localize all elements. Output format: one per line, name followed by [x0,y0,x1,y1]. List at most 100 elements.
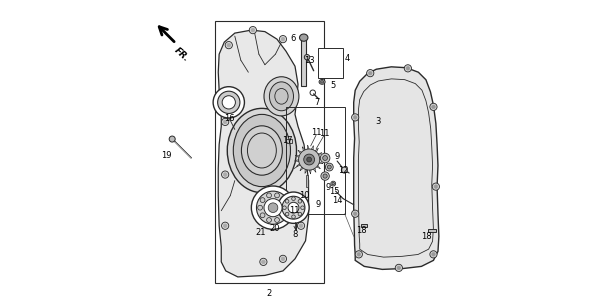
Bar [360,224,367,227]
Text: 7: 7 [314,98,319,107]
Text: 16: 16 [224,114,235,123]
Bar [286,139,291,143]
Text: 4: 4 [344,54,349,63]
Polygon shape [305,169,307,173]
Circle shape [297,222,304,229]
Circle shape [406,67,409,70]
Circle shape [281,37,285,41]
Circle shape [222,118,229,126]
Circle shape [352,114,359,121]
Polygon shape [298,150,301,154]
Text: 20: 20 [269,224,280,233]
Ellipse shape [218,91,240,113]
Circle shape [291,215,296,219]
Circle shape [261,260,265,264]
Circle shape [298,200,301,203]
Circle shape [274,193,280,198]
Polygon shape [300,167,303,171]
Circle shape [301,206,304,209]
Circle shape [260,213,265,218]
Circle shape [274,218,280,222]
Polygon shape [353,67,439,269]
Ellipse shape [222,96,235,109]
Ellipse shape [264,199,282,217]
Polygon shape [313,168,316,172]
Polygon shape [218,30,309,277]
Circle shape [331,181,336,186]
Circle shape [432,183,440,190]
Ellipse shape [241,126,283,175]
Circle shape [279,36,287,43]
Ellipse shape [251,186,294,229]
Circle shape [281,257,285,261]
Text: 5: 5 [330,81,335,90]
Ellipse shape [282,196,305,219]
Text: 9: 9 [334,152,339,161]
Circle shape [260,258,267,265]
Polygon shape [296,163,300,166]
Ellipse shape [264,77,299,116]
Circle shape [432,105,435,109]
Text: 2: 2 [267,289,272,298]
Circle shape [283,206,286,209]
Circle shape [434,185,438,188]
Polygon shape [309,170,311,174]
Circle shape [397,266,401,270]
Text: 10: 10 [299,191,309,200]
Ellipse shape [268,203,278,213]
Circle shape [169,136,175,142]
Text: 17: 17 [283,136,293,145]
Circle shape [281,198,286,203]
Text: 9: 9 [316,200,321,209]
Circle shape [395,264,402,272]
Circle shape [222,222,229,229]
Text: 12: 12 [338,166,349,175]
Circle shape [286,200,289,203]
Circle shape [327,165,331,169]
Ellipse shape [257,191,290,224]
Circle shape [267,193,271,198]
Ellipse shape [299,149,320,170]
Text: 19: 19 [161,151,172,160]
Circle shape [291,197,296,200]
Circle shape [342,167,348,173]
Ellipse shape [319,79,325,84]
Circle shape [353,116,357,119]
Circle shape [430,251,437,258]
Circle shape [258,205,263,210]
Circle shape [281,213,286,218]
Polygon shape [315,148,319,152]
Polygon shape [295,160,299,162]
Text: 3: 3 [375,117,381,126]
Circle shape [353,212,357,216]
Circle shape [352,210,359,217]
Polygon shape [319,157,323,160]
Text: 9: 9 [325,183,330,192]
Ellipse shape [300,34,308,41]
Text: 11: 11 [312,128,322,137]
Circle shape [355,251,362,258]
Text: 18: 18 [356,226,367,235]
Circle shape [304,54,310,60]
Ellipse shape [304,154,314,165]
Circle shape [299,224,303,228]
Text: 21: 21 [255,228,266,237]
Ellipse shape [233,114,290,187]
Polygon shape [307,145,309,149]
Polygon shape [319,162,323,164]
Circle shape [284,205,289,210]
Text: 15: 15 [329,187,339,196]
Text: 6: 6 [290,34,296,43]
Circle shape [321,172,329,180]
Ellipse shape [213,87,244,118]
Polygon shape [311,146,313,150]
Bar [215,21,323,283]
Circle shape [222,171,229,178]
Circle shape [279,255,287,262]
Circle shape [404,65,411,72]
Circle shape [320,153,330,163]
Text: 14: 14 [332,196,342,205]
Text: 8: 8 [292,230,298,239]
Text: FR.: FR. [172,46,191,64]
Circle shape [286,212,289,216]
